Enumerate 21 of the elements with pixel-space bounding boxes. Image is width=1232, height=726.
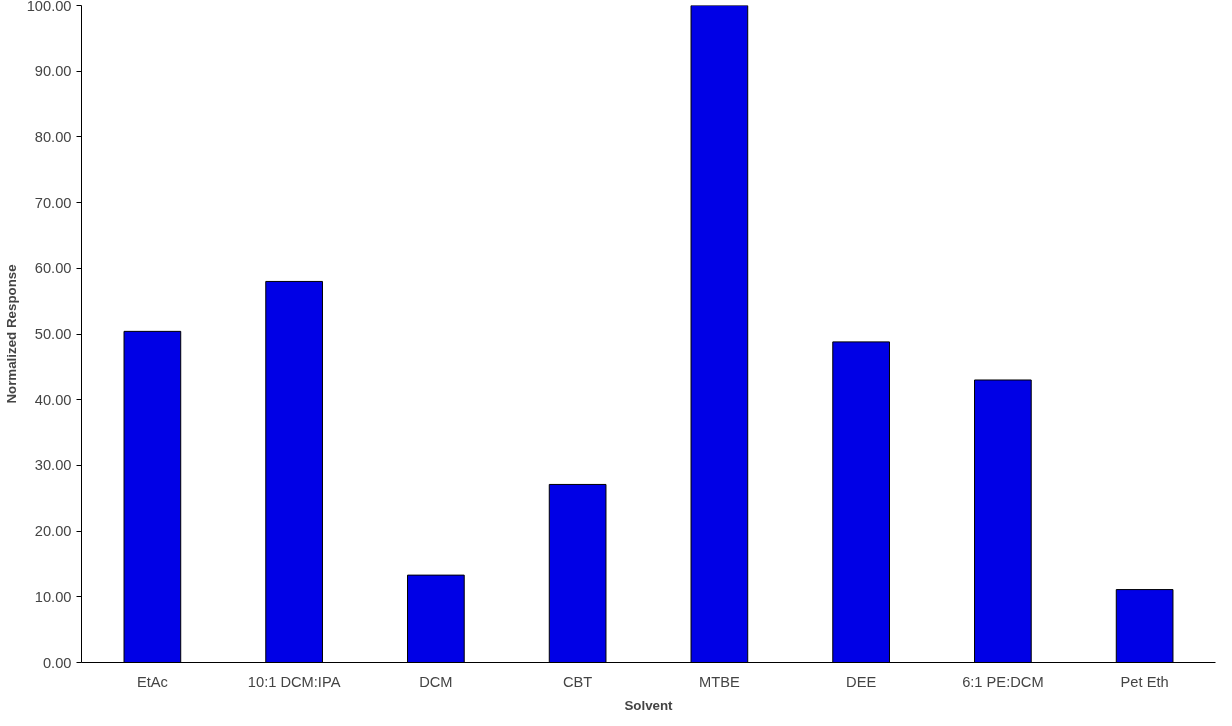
x-tick-label: DCM xyxy=(419,673,453,690)
x-tick-label: Pet Eth xyxy=(1120,673,1169,690)
x-tick-label: CBT xyxy=(562,673,593,690)
x-axis-title: Solvent xyxy=(624,697,674,713)
y-tick-label: 50.00 xyxy=(34,326,72,342)
y-tick-label: 70.00 xyxy=(34,194,72,211)
x-tick-label: EtAc xyxy=(136,673,168,690)
y-tick-label: 40.00 xyxy=(34,391,72,408)
y-tick-label: 30.00 xyxy=(34,457,72,474)
y-tick-label: 60.00 xyxy=(34,260,72,277)
x-tick-label: 6:1 PE:DCM xyxy=(962,673,1044,690)
y-tick-label: 0.00 xyxy=(42,654,72,671)
x-tick-label: DEE xyxy=(846,673,877,690)
x-tick-label: 10:1 DCM:IPA xyxy=(247,673,341,690)
y-tick-label: 20.00 xyxy=(34,523,72,540)
y-tick-label: 100.00 xyxy=(26,0,72,14)
y-axis-title: Normalized Response xyxy=(3,264,19,404)
y-tick-label: 10.00 xyxy=(34,588,72,605)
x-tick-label: MTBE xyxy=(699,673,740,690)
y-tick-label: 90.00 xyxy=(34,63,72,80)
y-tick-label: 80.00 xyxy=(34,128,72,145)
